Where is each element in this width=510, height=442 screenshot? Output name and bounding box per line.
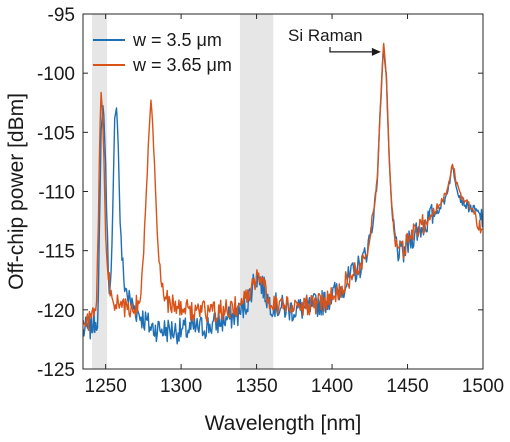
plot-lines xyxy=(83,42,483,345)
x-tick-label: 1450 xyxy=(386,376,428,397)
y-tick-label: -120 xyxy=(37,301,75,322)
y-tick-label: -115 xyxy=(38,242,75,263)
y-tick-label: -110 xyxy=(38,183,75,204)
series-line-1 xyxy=(83,42,483,332)
shaded-band-1 xyxy=(239,14,274,369)
legend-label-0: w = 3.5 μm xyxy=(132,30,222,50)
y-tick-label: -105 xyxy=(37,123,75,144)
y-tick-label: -100 xyxy=(37,64,75,85)
x-tick-label: 1250 xyxy=(85,376,127,397)
y-tick-label: -95 xyxy=(48,5,75,26)
legend: w = 3.5 μm w = 3.65 μm xyxy=(93,30,232,75)
si-raman-annotation: Si Raman xyxy=(288,26,381,56)
x-axis-title: Wavelength [nm] xyxy=(205,412,362,435)
x-tick-label: 1400 xyxy=(311,376,353,397)
annotation-arrow-line xyxy=(329,47,379,53)
annotation-label: Si Raman xyxy=(288,26,363,45)
y-axis-title: Off-chip power [dBm] xyxy=(5,93,28,290)
x-tick-label: 1500 xyxy=(462,376,504,397)
y-tick-label: -125 xyxy=(37,360,75,381)
axis-ticks xyxy=(83,13,484,370)
x-tick-label: 1350 xyxy=(235,376,277,397)
x-tick-label: 1300 xyxy=(160,376,202,397)
x-tick-labels: 1250 1300 1350 1400 1450 1500 xyxy=(85,376,505,397)
y-tick-labels: -95 -100 -105 -110 -115 -120 -125 xyxy=(37,5,75,381)
annotation-arrow-head xyxy=(371,47,381,56)
legend-label-1: w = 3.65 μm xyxy=(132,55,232,75)
